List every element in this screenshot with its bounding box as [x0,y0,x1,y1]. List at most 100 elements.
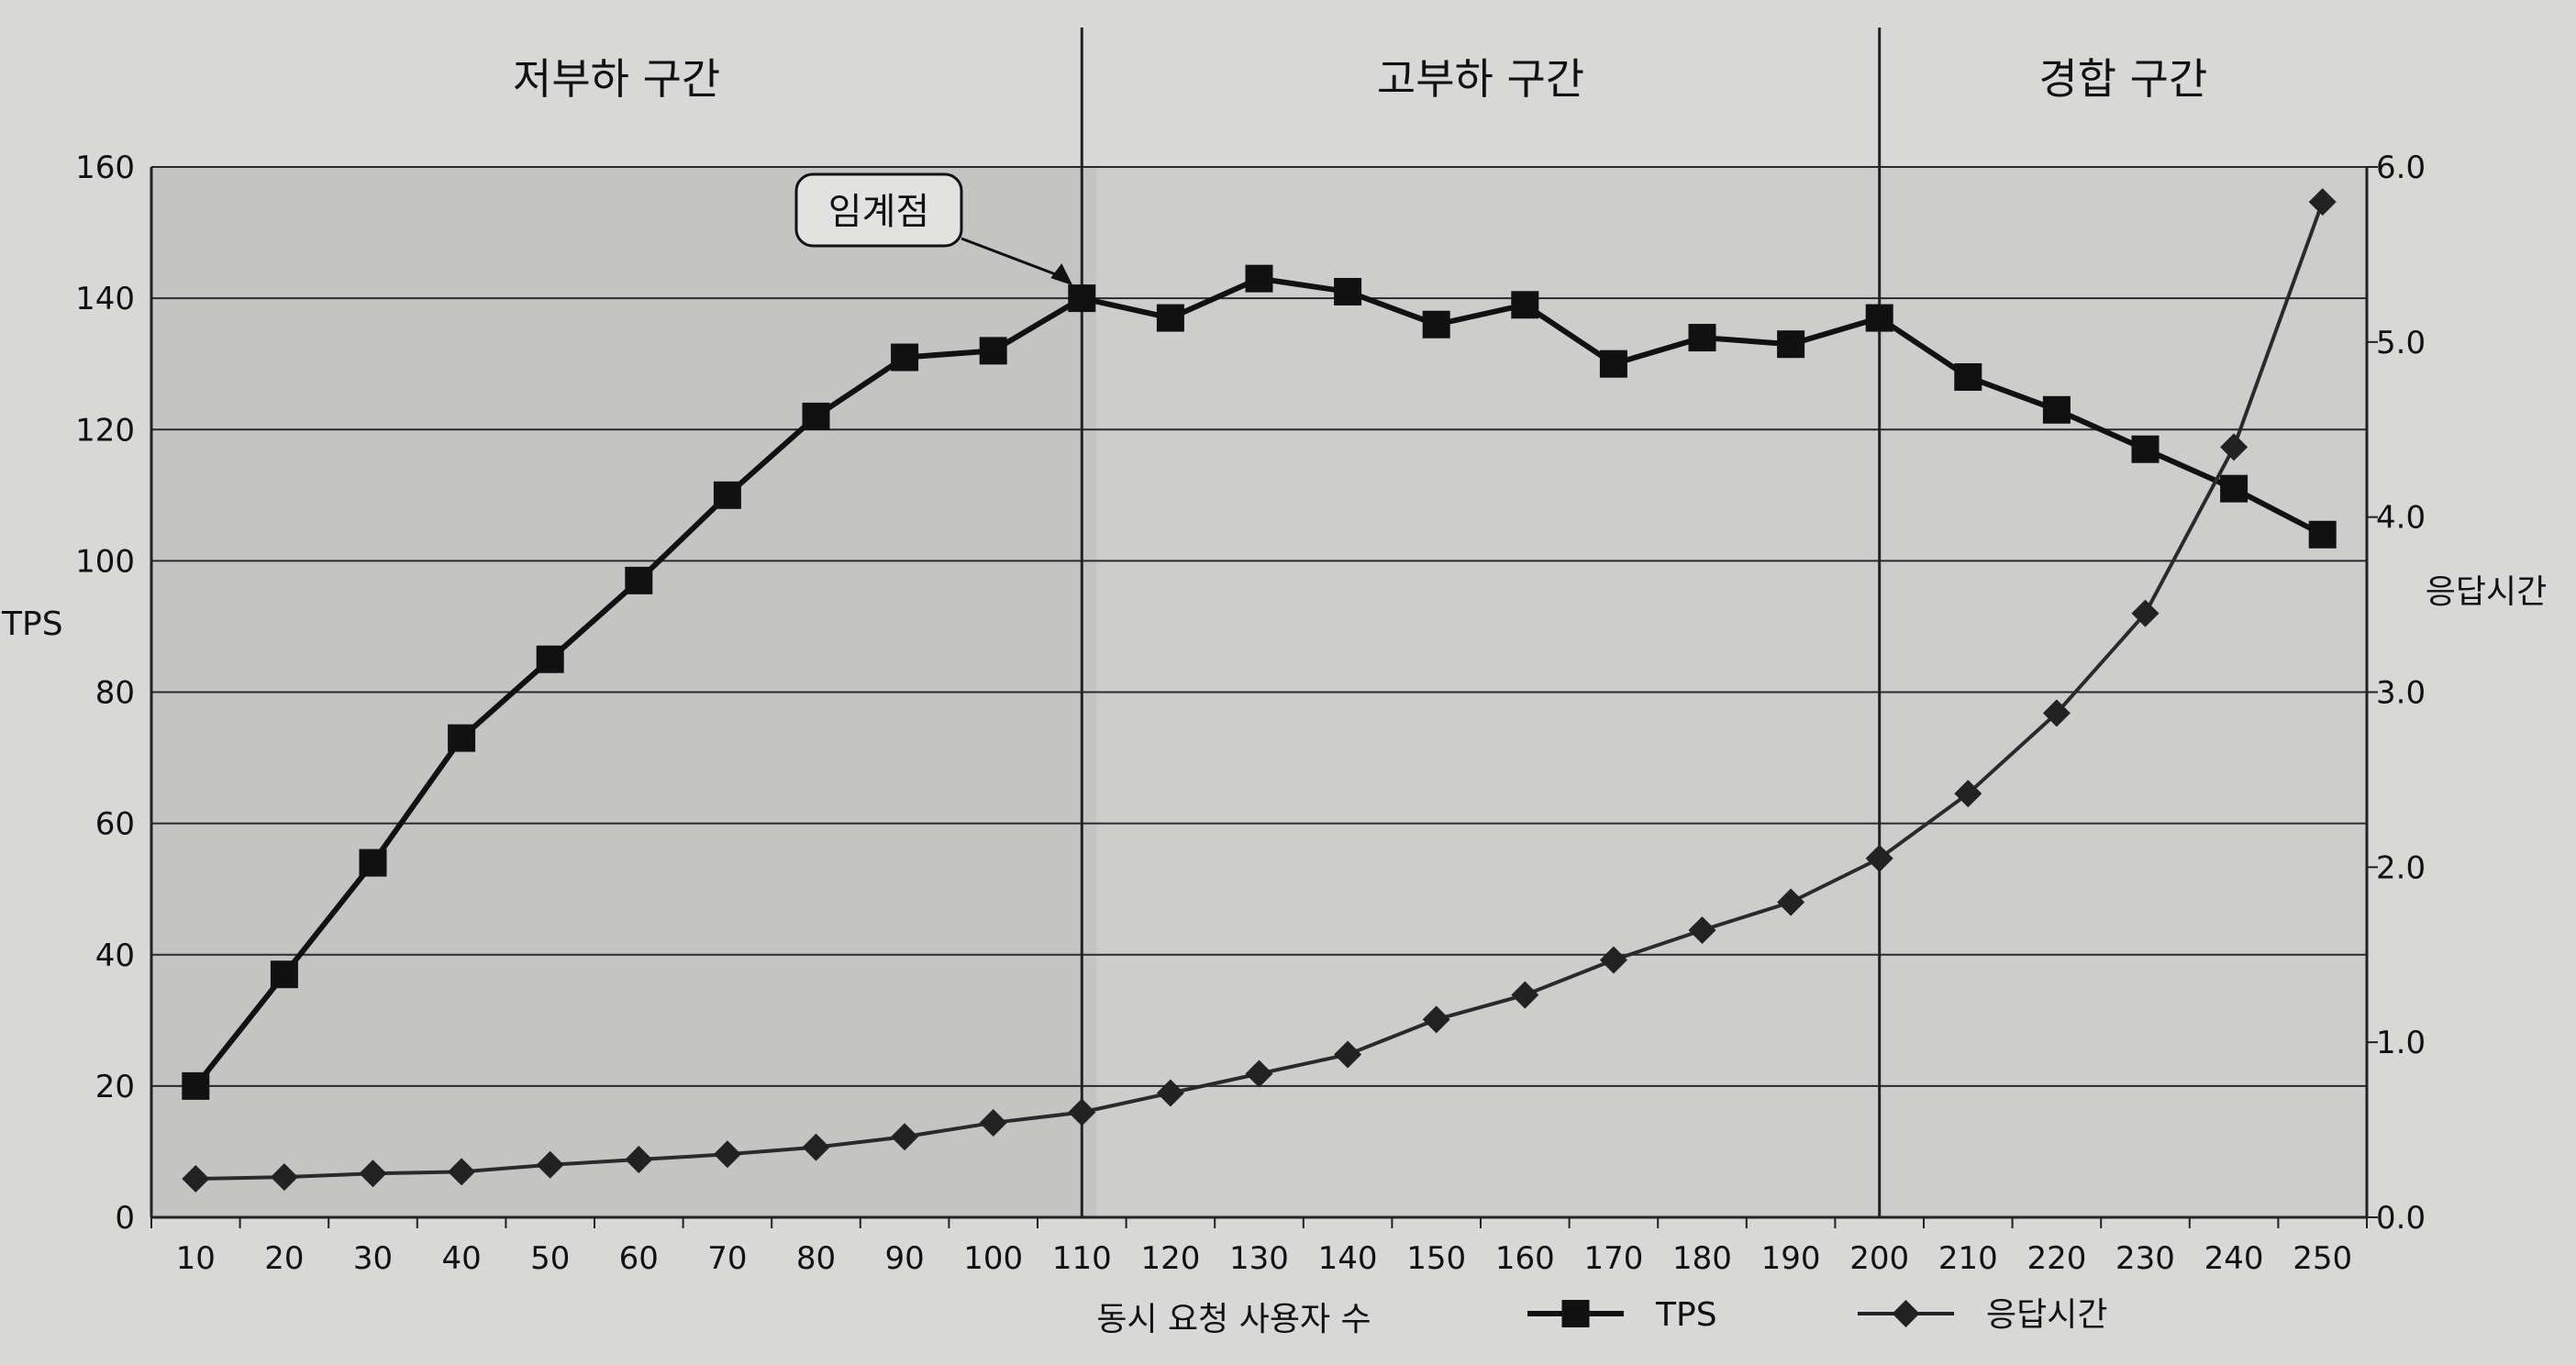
response-time-point [979,1108,1007,1137]
x-tick-label: 90 [884,1240,924,1277]
tps-point [1156,304,1184,332]
x-tick-label: 140 [1318,1240,1378,1277]
tps-point [2042,395,2071,424]
response-time-point [1068,1098,1096,1126]
series-layer [182,188,2337,1193]
response-time-point [359,1160,387,1188]
zone-label: 저부하 구간 [513,54,720,104]
y-left-tick-label: 80 [95,675,135,712]
tps-point [1245,264,1273,293]
response-time-point [2220,433,2248,461]
response-time-point [448,1158,476,1186]
tps-point [448,724,476,752]
x-tick-label: 50 [530,1240,570,1277]
tps-point [1777,330,1805,359]
response-time-point [1688,916,1716,945]
callout-arrow-line [960,237,1066,280]
response-time-point [2308,188,2337,216]
x-tick-label: 230 [2115,1240,2175,1277]
x-tick-label: 70 [707,1240,747,1277]
y-left-tick-label: 20 [95,1069,135,1105]
response-time-point [1865,844,1893,872]
y-left-axis-title: TPS [1,605,63,643]
callout-label: 임계점 [828,191,929,233]
response-time-point [182,1165,210,1193]
x-tick-label: 240 [2204,1240,2264,1277]
x-tick-label: 160 [1495,1240,1555,1277]
tps-point [182,1071,210,1100]
response-time-point [1777,888,1805,916]
y-left-tick-label: 120 [75,412,135,449]
tps-point [1334,277,1362,305]
y-right-tick-label: 5.0 [2376,325,2426,361]
x-tick-label: 190 [1761,1240,1821,1277]
response-time-point [1954,780,1982,808]
x-tick-label: 200 [1849,1240,1909,1277]
x-tick-label: 150 [1406,1240,1466,1277]
tps-point [1511,291,1539,319]
y-right-axis-title: 응답시간 [2426,573,2547,611]
zone-label: 경합 구간 [2038,54,2207,104]
legend-response-time-label: 응답시간 [1986,1296,2107,1334]
x-tick-label: 250 [2293,1240,2352,1277]
legend-tps-marker [1561,1300,1590,1327]
x-tick-label: 40 [441,1240,481,1277]
x-tick-label: 110 [1052,1240,1112,1277]
tps-point [891,343,919,372]
tps-point [359,849,387,877]
legend-tps-label: TPS [1655,1296,1717,1334]
response-time-point [270,1163,298,1192]
y-right-tick-label: 6.0 [2376,150,2426,186]
tps-point [625,566,653,594]
x-tick-label: 130 [1229,1240,1289,1277]
response-time-point [1511,981,1539,1009]
tps-point [1954,363,1982,391]
grid-layer [151,166,2367,1087]
x-tick-label: 120 [1140,1240,1200,1277]
y-right-tick-label: 0.0 [2376,1200,2426,1237]
callout-box [794,172,963,248]
legend-response-time-marker [1892,1300,1920,1327]
response-time-point [625,1146,653,1174]
tps-point [713,481,741,509]
y-left-tick-label: 40 [95,938,135,974]
response-time-point [1156,1079,1184,1107]
x-tick-label: 80 [796,1240,836,1277]
response-time-point [2042,699,2071,727]
y-left-tick-label: 0 [115,1200,135,1237]
tps-point [1865,304,1893,332]
y-right-tick-label: 1.0 [2376,1025,2426,1061]
x-tick-label: 170 [1583,1240,1643,1277]
tps-point [2131,435,2160,463]
callout-arrow-head [1050,263,1073,286]
x-tick-label: 100 [963,1240,1023,1277]
x-tick-label: 180 [1672,1240,1732,1277]
y-right-tick-label: 2.0 [2376,849,2426,886]
tps-point [979,337,1007,365]
y-left-tick-label: 100 [75,543,135,580]
response-time-point [713,1140,741,1169]
tps-point [2220,474,2248,503]
response-time-point [1245,1060,1273,1088]
tps-point [1068,284,1096,313]
tps-point [2308,520,2337,549]
x-tick-label: 60 [619,1240,659,1277]
response-time-point [1334,1040,1362,1069]
tps-point [536,645,564,673]
tps-point [802,402,830,430]
x-tick-label: 220 [2026,1240,2086,1277]
response-time-point [2131,599,2160,627]
x-tick-label: 30 [353,1240,393,1277]
response-time-point [536,1150,564,1179]
y-right-tick-label: 3.0 [2376,675,2426,712]
tps-point [1688,324,1716,352]
y-right-tick-label: 4.0 [2376,500,2426,537]
x-tick-label: 10 [176,1240,216,1277]
tps-point [270,960,298,989]
response-time-point [802,1133,830,1161]
response-time-point [1422,1005,1450,1034]
x-tick-label: 20 [264,1240,304,1277]
